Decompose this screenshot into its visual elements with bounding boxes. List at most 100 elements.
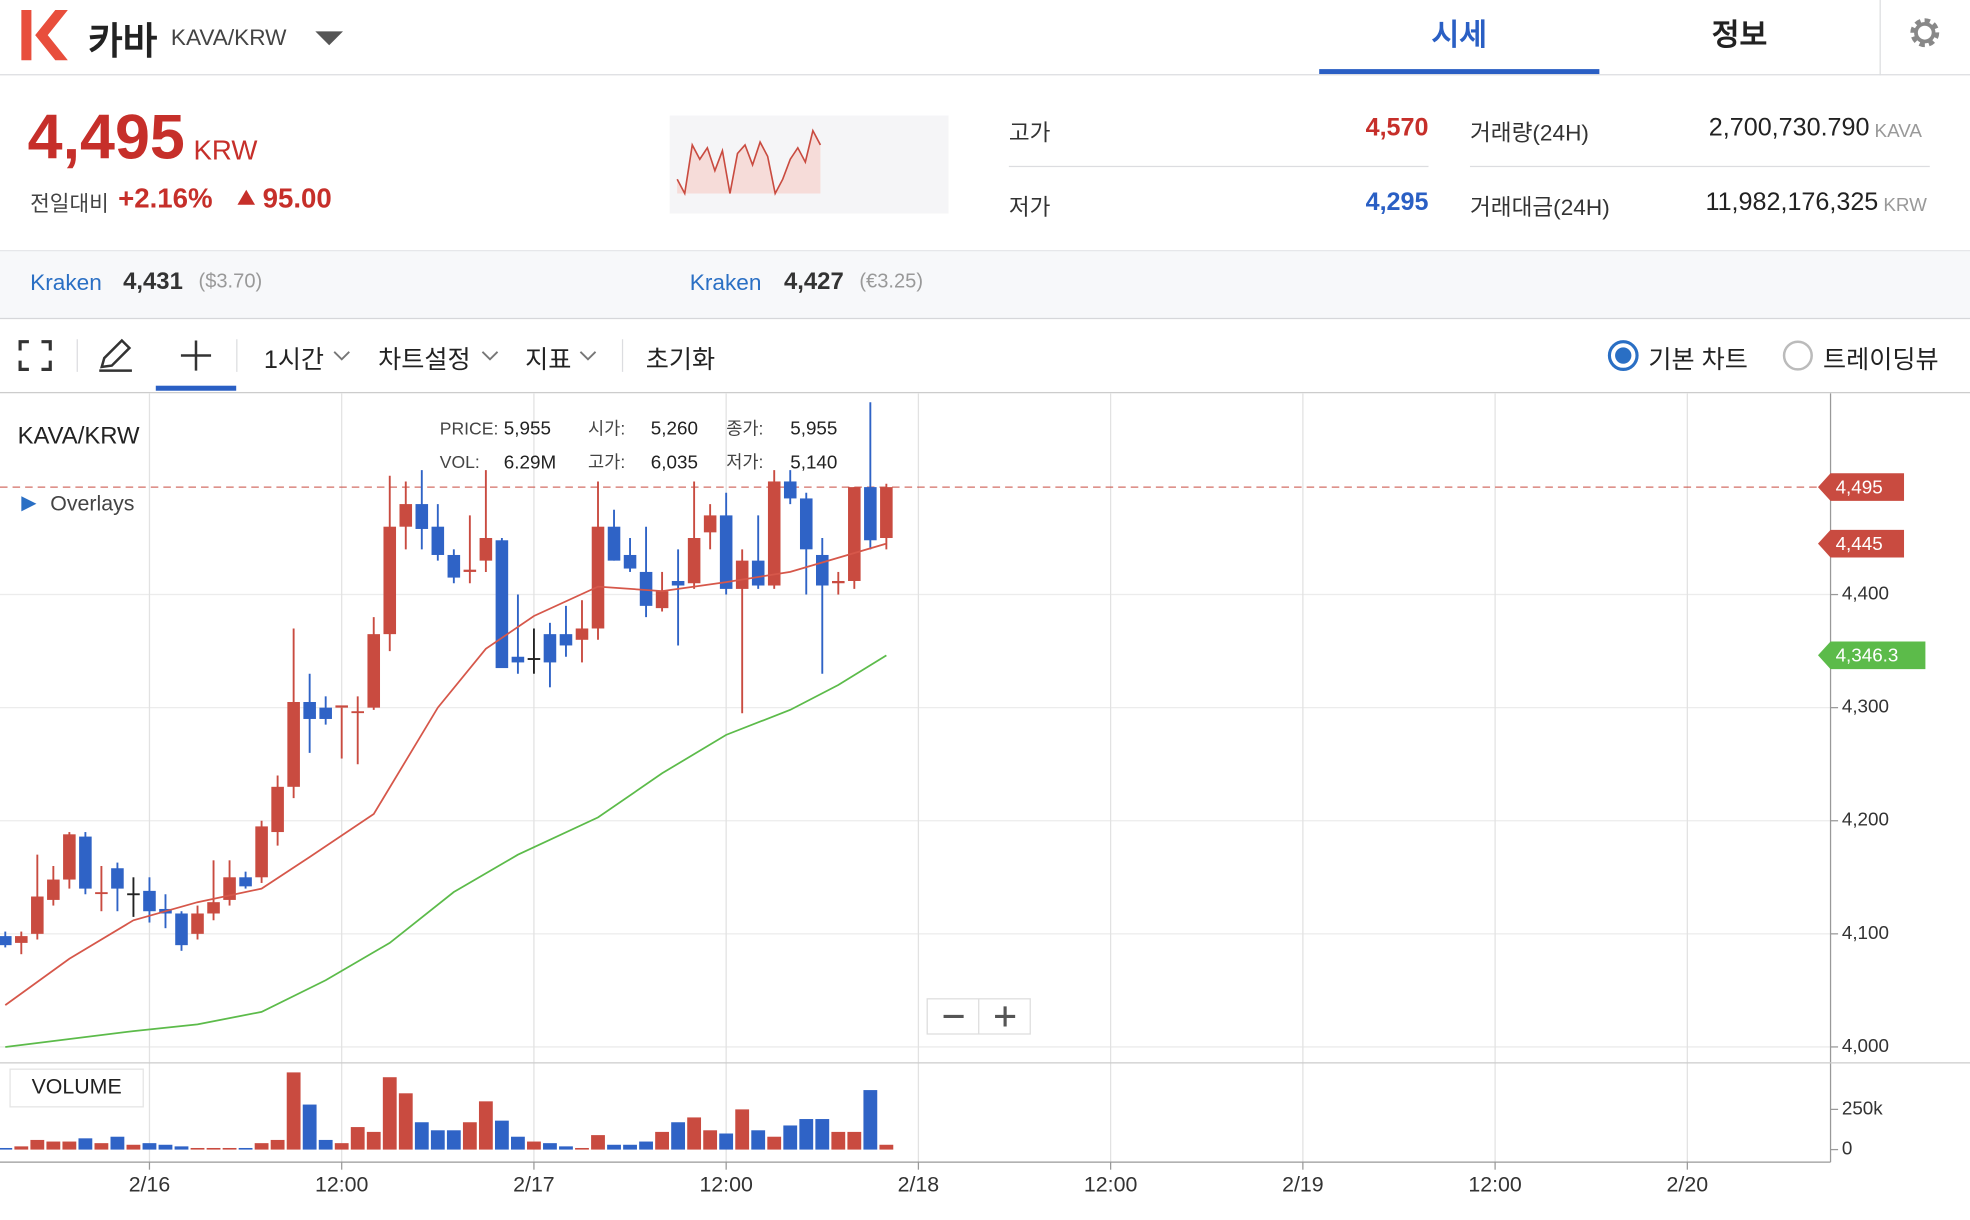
volume-bar: [815, 1119, 830, 1150]
divider: [621, 339, 624, 372]
volume-bar: [655, 1131, 669, 1150]
fullscreen-icon[interactable]: [18, 339, 53, 372]
stat-label: 저가: [1008, 194, 1051, 220]
volume-bar: [510, 1136, 525, 1150]
info-label: VOL:: [440, 452, 480, 472]
candle-body: [383, 526, 397, 635]
tab-underline: [1319, 69, 1600, 75]
overlays-toggle[interactable]: [21, 496, 37, 512]
volume-bar: [0, 1147, 13, 1150]
volume-bar: [879, 1144, 894, 1150]
volume-bar: [14, 1146, 29, 1150]
y-tick-label: 250k: [1842, 1097, 1883, 1118]
info-value: 6.29M: [504, 452, 556, 473]
toolbar-item[interactable]: 1시간: [263, 346, 325, 375]
volume-bar: [591, 1135, 605, 1150]
exchange-name[interactable]: Kraken: [689, 270, 762, 296]
info-value: 6,035: [651, 452, 698, 473]
volume-bar: [398, 1093, 413, 1150]
dropdown[interactable]: [314, 30, 344, 48]
divider: [76, 339, 78, 372]
radio-checked[interactable]: [1606, 338, 1641, 373]
price-tag: [1817, 473, 1905, 501]
info-label: PRICE:: [440, 418, 499, 438]
zoom-in[interactable]: [995, 1006, 1016, 1027]
volume-bar: [302, 1104, 317, 1150]
mode-option[interactable]: 트레이딩뷰: [1823, 346, 1939, 375]
x-tick-label: 2/16: [129, 1173, 171, 1197]
candle-body: [799, 498, 813, 550]
tab[interactable]: 정보: [1711, 18, 1768, 53]
toolbar-item[interactable]: 지표: [525, 346, 572, 375]
candle-body: [399, 504, 413, 527]
volume-bar: [559, 1146, 573, 1150]
price-tag-label: 4,495: [1836, 476, 1883, 497]
info-label: 시가:: [588, 418, 625, 438]
volume-bar: [206, 1147, 221, 1150]
candle-body: [207, 902, 220, 914]
y-tick-label: 4,100: [1842, 922, 1889, 943]
x-tick-label: 12:00: [1084, 1173, 1138, 1197]
volume-bar: [158, 1144, 173, 1150]
volume-bar: [318, 1139, 333, 1150]
volume-bar: [270, 1139, 285, 1150]
volume-bar: [494, 1120, 509, 1150]
volume-bar: [334, 1143, 349, 1150]
toolbar-item[interactable]: 차트설정: [378, 346, 471, 375]
x-tick-label: 2/18: [898, 1173, 940, 1197]
candle-body: [351, 711, 364, 714]
exchange-name[interactable]: Kraken: [30, 270, 102, 296]
volume-bar: [543, 1143, 557, 1150]
logo[interactable]: [18, 8, 68, 63]
change-abs: 95.00: [262, 182, 332, 214]
candle-body: [623, 554, 637, 569]
overlays-label[interactable]: Overlays: [50, 492, 134, 516]
x-tick-label: 12:00: [315, 1173, 369, 1197]
draw-icon[interactable]: [97, 337, 135, 375]
divider: [1469, 165, 1930, 168]
info-value: 5,140: [790, 452, 837, 473]
volume-bar: [478, 1101, 493, 1150]
volume-bar: [719, 1133, 734, 1150]
candle-body: [719, 515, 733, 589]
candle-body: [687, 538, 701, 584]
candle-body: [191, 913, 204, 934]
volume-bar: [110, 1136, 125, 1150]
exchange-foreign: (€3.25): [859, 271, 924, 293]
stat-value: 2,700,730.790: [1708, 114, 1870, 142]
toolbar-item[interactable]: 초기화: [645, 346, 716, 375]
y-tick-label: 4,400: [1842, 583, 1889, 604]
change-pct: +2.16%: [118, 182, 213, 214]
volume-bar: [799, 1119, 814, 1150]
mode-option[interactable]: 기본 차트: [1648, 346, 1748, 375]
settings-icon[interactable]: [1907, 15, 1942, 50]
candle-body: [287, 701, 300, 787]
volume-bar: [94, 1143, 109, 1150]
volume-bar: [174, 1146, 189, 1150]
tool-underline: [155, 385, 237, 391]
volume-bar: [623, 1144, 637, 1150]
info-label: 종가:: [726, 418, 763, 438]
radio[interactable]: [1780, 338, 1815, 373]
stat-unit: KAVA: [1874, 120, 1923, 142]
candle-body: [559, 634, 573, 646]
crosshair-icon[interactable]: [178, 338, 213, 373]
tab[interactable]: 시세: [1431, 18, 1488, 53]
volume-bar: [847, 1131, 862, 1150]
volume-bar: [831, 1131, 846, 1150]
candle-body: [815, 554, 829, 586]
price-tag: [1817, 529, 1905, 558]
info-label: 저가:: [726, 452, 763, 472]
candle-body: [543, 634, 557, 663]
volume-bar: [414, 1122, 429, 1150]
candle-body: [111, 868, 124, 889]
volume-bar: [254, 1143, 269, 1150]
price-tag-label: 4,346.3: [1836, 645, 1899, 666]
stat-label: 거래대금(24H): [1469, 194, 1610, 220]
price-tag-label: 4,445: [1836, 533, 1883, 554]
divider: [0, 391, 1970, 394]
y-tick-label: 4,200: [1842, 809, 1889, 830]
exchange-bar: [0, 250, 1970, 320]
candle-body: [127, 893, 140, 896]
volume-bar: [286, 1072, 301, 1150]
